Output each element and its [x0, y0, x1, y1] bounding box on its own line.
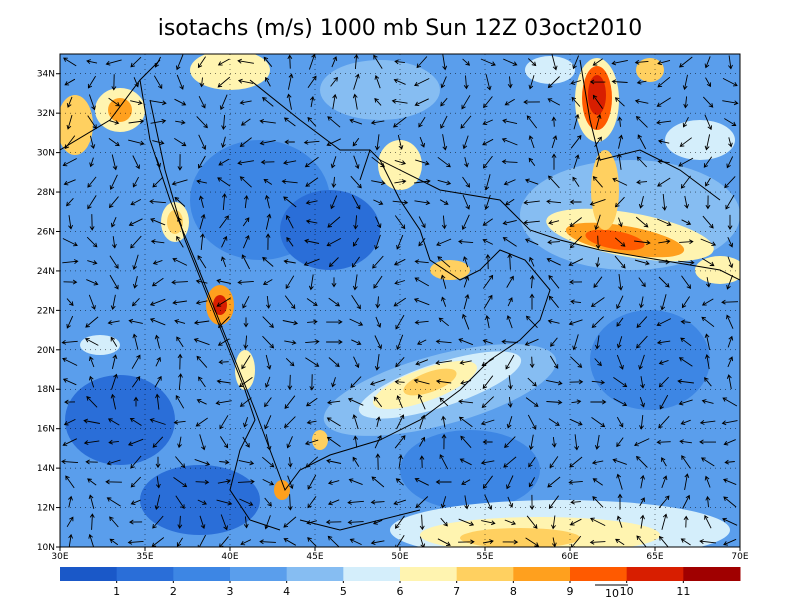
x-tick-label: 40E — [221, 552, 238, 562]
x-tick-label: 65E — [646, 552, 663, 562]
y-tick-label: 14N — [37, 464, 55, 474]
y-tick-label: 30N — [37, 149, 55, 159]
wind-vectors — [61, 54, 739, 547]
colorbar-label: 3 — [227, 585, 234, 598]
y-tick-label: 34N — [37, 70, 55, 80]
colorbar-label: 8 — [510, 585, 517, 598]
colorbar-label: 11 — [676, 585, 690, 598]
colorbar-label: 9 — [567, 585, 574, 598]
colorbar-box — [230, 567, 288, 581]
colorbar-label: 4 — [283, 585, 290, 598]
colorbar-box — [626, 567, 684, 581]
x-tick-label: 35E — [136, 552, 153, 562]
colorbar-label: 6 — [397, 585, 404, 598]
x-tick-label: 50E — [391, 552, 408, 562]
y-tick-label: 26N — [37, 227, 55, 237]
field-blobs — [60, 54, 740, 547]
colorbar: 1 2 3 4 5 6 7 8 9 10 11 10 — [60, 567, 741, 600]
x-tick-label: 70E — [731, 552, 748, 562]
x-tick-label: 30E — [51, 552, 68, 562]
x-tick-label: 55E — [476, 552, 493, 562]
axis-ticks: 30E 35E 40E 45E 50E 55E 60E 65E 70E 10N 12N 14N 16N 1… — [37, 54, 749, 562]
colorbar-box — [286, 567, 344, 581]
colorbar-box — [683, 567, 741, 581]
colorbar-label: 7 — [453, 585, 460, 598]
reference-vector-label: 10 — [605, 587, 619, 600]
x-tick-label: 45E — [306, 552, 323, 562]
y-tick-label: 32N — [37, 109, 55, 119]
colorbar-box — [456, 567, 514, 581]
x-tick-label: 60E — [561, 552, 578, 562]
colorbar-box — [343, 567, 401, 581]
y-tick-label: 28N — [37, 188, 55, 198]
colorbar-box — [60, 567, 118, 581]
colorbar-box — [513, 567, 571, 581]
colorbar-box — [400, 567, 458, 581]
colorbar-box — [116, 567, 174, 581]
colorbar-label: 5 — [340, 585, 347, 598]
y-tick-label: 18N — [37, 385, 55, 395]
colorbar-label: 1 — [113, 585, 120, 598]
colorbar-label: 10 — [620, 585, 634, 598]
y-tick-label: 22N — [37, 306, 55, 316]
title: isotachs (m/s) 1000 mb Sun 12Z 03oct2010 — [158, 16, 643, 41]
y-tick-label: 12N — [37, 504, 55, 514]
y-tick-label: 20N — [37, 346, 55, 356]
colorbar-box — [570, 567, 628, 581]
y-tick-label: 10N — [37, 543, 55, 553]
colorbar-box — [173, 567, 231, 581]
y-tick-label: 16N — [37, 425, 55, 435]
isotach-field — [60, 54, 740, 547]
colorbar-label: 2 — [170, 585, 177, 598]
y-tick-label: 24N — [37, 267, 55, 277]
